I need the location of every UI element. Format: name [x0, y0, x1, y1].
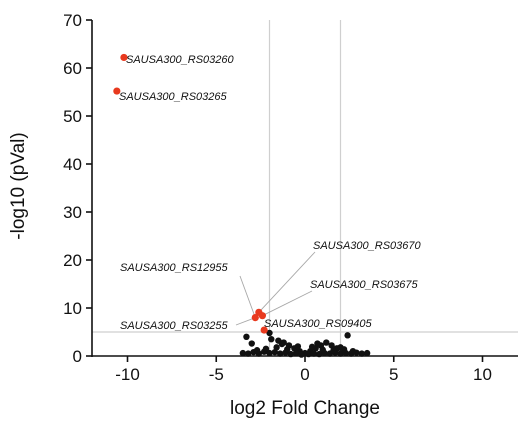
point-not-significant-23 [266, 349, 273, 357]
point-not-significant-46 [262, 345, 270, 352]
axes: 0 10 20 30 40 50 60 70 -10 -5 0 5 10 [63, 11, 518, 384]
point-not-significant-31 [310, 350, 318, 357]
annotation-leader-3 [239, 275, 256, 318]
x-axis-title: log2 Fold Change [230, 398, 380, 419]
point-not-significant-41 [363, 349, 371, 357]
point-not-significant-24 [271, 348, 279, 356]
annotation-label-1: SAUSA300_RS03265 [119, 91, 228, 103]
y-tick-label-60: 60 [63, 59, 82, 78]
point-not-significant-25 [276, 350, 284, 357]
annotation-label-4: SAUSA300_RS03675 [310, 279, 419, 291]
annotation-leader-4 [262, 290, 313, 317]
point-not-significant-0 [243, 333, 250, 340]
annotation-leaders [235, 251, 316, 326]
annotation-label-6: SAUSA300_RS09405 [264, 318, 373, 330]
point-not-significant-2 [266, 329, 273, 337]
y-tick-label-40: 40 [63, 155, 82, 174]
annotation-label-5: SAUSA300_RS03255 [120, 320, 229, 332]
point-not-significant-14 [328, 342, 335, 349]
point-not-significant-48 [294, 343, 302, 350]
point-not-significant-50 [278, 340, 286, 348]
point-not-significant-28 [292, 349, 300, 357]
x-tick-label--5: -5 [209, 365, 224, 384]
x-tick-label-10: 10 [473, 365, 492, 384]
point-not-significant-40 [358, 350, 365, 357]
x-tick-label-0: 0 [300, 365, 309, 384]
point-not-significant-13 [323, 339, 330, 346]
point-not-significant-53 [349, 348, 357, 355]
y-tick-label-70: 70 [63, 11, 82, 30]
point-not-significant-51 [314, 340, 321, 347]
point-not-significant-44 [319, 346, 326, 353]
point-significant-3 [258, 312, 266, 320]
annotations: SAUSA300_RS03260 SAUSA300_RS03265 SAUSA300… [119, 54, 422, 332]
data-points [113, 53, 371, 358]
point-significant-1 [113, 87, 121, 95]
point-not-significant-3 [268, 336, 275, 343]
annotation-label-3: SAUSA300_RS12955 [120, 262, 229, 274]
point-not-significant-42 [273, 344, 280, 351]
point-significant-4 [251, 314, 259, 322]
point-not-significant-36 [337, 350, 344, 357]
annotation-label-2: SAUSA300_RS03670 [313, 240, 422, 252]
point-not-significant-52 [253, 347, 261, 354]
point-not-significant-19 [245, 350, 252, 357]
point-not-significant-18 [239, 349, 247, 357]
x-tick-label-5: 5 [389, 365, 398, 384]
y-axis-title: -log10 (pVal) [8, 132, 29, 239]
point-significant-0 [120, 53, 128, 62]
x-tick-label--10: -10 [115, 365, 140, 384]
y-tick-label-10: 10 [63, 299, 82, 318]
point-not-significant-43 [284, 346, 291, 353]
point-not-significant-1 [248, 340, 255, 347]
threshold-lines [92, 20, 518, 356]
point-not-significant-16 [344, 332, 351, 339]
point-not-significant-45 [330, 347, 337, 354]
y-tick-label-30: 30 [63, 203, 82, 222]
y-tick-label-50: 50 [63, 107, 82, 126]
y-tick-label-0: 0 [73, 347, 82, 366]
y-tick-label-20: 20 [63, 251, 82, 270]
annotation-label-0: SAUSA300_RS03260 [126, 54, 235, 66]
point-not-significant-49 [308, 343, 316, 351]
point-not-significant-47 [340, 346, 348, 353]
point-significant-5 [260, 326, 268, 334]
annotation-leader-2 [258, 251, 316, 313]
